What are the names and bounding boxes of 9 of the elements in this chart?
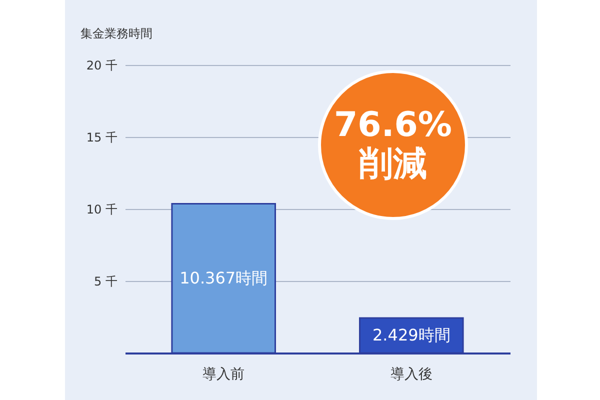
x-tick-label: 導入後 [390,366,432,382]
x-tick-label: 導入前 [202,366,245,382]
data-label: 2.429時間 [372,326,450,345]
y-tick-label: 10 千 [86,202,118,216]
y-tick-label: 15 千 [86,130,118,144]
data-label: 10.367時間 [180,268,268,288]
y-tick-label: 20 千 [86,58,118,72]
y-tick-label: 5 千 [94,274,118,288]
y-axis-title: 集金業務時間 [80,26,152,40]
